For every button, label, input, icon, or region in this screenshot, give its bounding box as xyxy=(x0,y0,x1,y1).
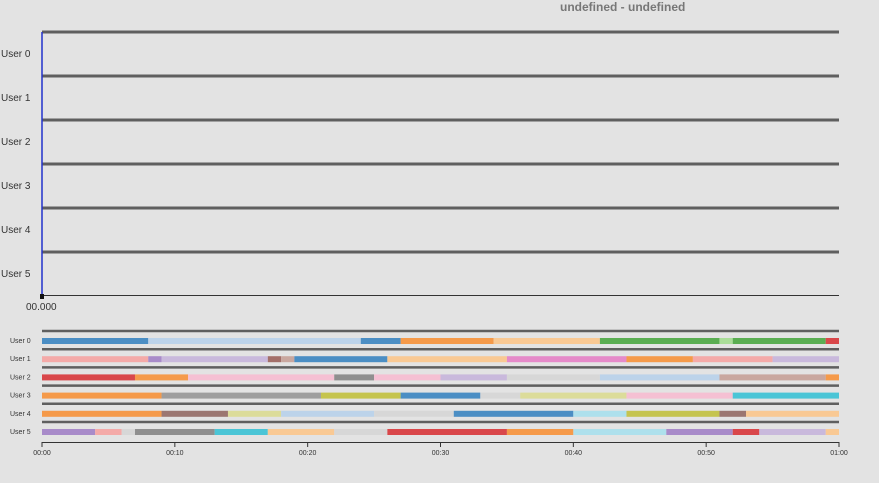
overview-activity-segment[interactable] xyxy=(400,338,494,344)
overview-activity-segment[interactable] xyxy=(95,429,122,435)
overview-tick-label: 00:40 xyxy=(565,450,583,457)
overview-activity-segment[interactable] xyxy=(772,356,839,363)
overview-activity-segment[interactable] xyxy=(148,338,361,344)
overview-activity-segment[interactable] xyxy=(480,392,521,399)
overview-activity-segment[interactable] xyxy=(320,392,401,399)
overview-activity-segment[interactable] xyxy=(825,374,839,381)
overview-activity-segment[interactable] xyxy=(334,374,375,381)
main-start-tick-label: 00.000 xyxy=(26,302,57,313)
overview-activity-segment[interactable] xyxy=(453,410,574,417)
main-lane-label: User 3 xyxy=(1,181,31,192)
overview-tick-label: 00:30 xyxy=(432,450,450,457)
overview-activity-segment[interactable] xyxy=(506,374,600,381)
overview-tick-label: 00:50 xyxy=(697,450,715,457)
overview-activity-segment[interactable] xyxy=(599,338,720,344)
overview-activity-segment[interactable] xyxy=(267,429,335,435)
overview-activity-segment[interactable] xyxy=(506,356,627,363)
overview-activity-segment[interactable] xyxy=(825,338,839,344)
overview-activity-segment[interactable] xyxy=(732,392,839,399)
overview-activity-segment[interactable] xyxy=(493,338,600,344)
overview-lane-label: User 2 xyxy=(10,374,31,381)
overview-activity-segment[interactable] xyxy=(692,356,773,363)
main-start-tick xyxy=(40,294,44,299)
overview-tick-label: 01:00 xyxy=(830,450,848,457)
overview-activity-segment[interactable] xyxy=(148,356,162,363)
overview-activity-segment[interactable] xyxy=(759,429,826,435)
overview-activity-segment[interactable] xyxy=(161,392,321,399)
overview-activity-segment[interactable] xyxy=(719,338,733,344)
overview-activity-segment[interactable] xyxy=(666,429,733,435)
overview-lanes[interactable]: User 0 User 1 User 2 User 3 User 4 User 5 xyxy=(10,329,839,436)
overview-activity-segment[interactable] xyxy=(732,338,826,344)
overview-activity-segment[interactable] xyxy=(334,429,388,435)
overview-activity-segment[interactable] xyxy=(387,356,507,363)
overview-activity-segment[interactable] xyxy=(134,429,215,435)
overview-activity-segment[interactable] xyxy=(121,429,135,435)
main-lane-label: User 1 xyxy=(1,93,31,104)
overview-activity-segment[interactable] xyxy=(387,429,507,435)
overview-activity-segment[interactable] xyxy=(42,356,149,363)
overview-activity-segment[interactable] xyxy=(825,429,839,435)
main-lane-label: User 2 xyxy=(1,137,31,148)
overview-activity-segment[interactable] xyxy=(294,356,388,363)
overview-activity-segment[interactable] xyxy=(42,429,96,435)
overview-activity-segment[interactable] xyxy=(214,429,268,435)
overview-activity-segment[interactable] xyxy=(360,338,401,344)
overview-time-axis: 00:00 00:10 00:20 00:30 00:40 00:50 01:00 xyxy=(33,442,848,457)
overview-activity-segment[interactable] xyxy=(520,392,627,399)
overview-activity-segment[interactable] xyxy=(626,356,693,363)
overview-activity-segment[interactable] xyxy=(161,410,228,417)
overview-activity-segment[interactable] xyxy=(719,374,826,381)
overview-activity-segment[interactable] xyxy=(281,356,295,363)
overview-lane-label: User 1 xyxy=(10,356,31,363)
overview-activity-segment[interactable] xyxy=(281,410,375,417)
main-lanes: User 0 User 1 User 2 User 3 User 4 User 5 xyxy=(1,30,839,299)
overview-lane-label: User 3 xyxy=(10,393,31,400)
main-lane-label: User 5 xyxy=(1,269,31,280)
overview-activity-segment[interactable] xyxy=(161,356,268,363)
overview-activity-segment[interactable] xyxy=(573,429,667,435)
overview-activity-segment[interactable] xyxy=(374,374,441,381)
overview-activity-segment[interactable] xyxy=(267,356,282,363)
overview-activity-segment[interactable] xyxy=(746,410,839,417)
overview-tick-label: 00:00 xyxy=(33,450,51,457)
overview-activity-segment[interactable] xyxy=(626,410,720,417)
overview-activity-segment[interactable] xyxy=(374,410,454,417)
overview-activity-segment[interactable] xyxy=(732,429,760,435)
overview-activity-segment[interactable] xyxy=(440,374,507,381)
main-time-axis: 00.000 xyxy=(26,302,57,313)
overview-activity-segment[interactable] xyxy=(134,374,189,381)
overview-activity-segment[interactable] xyxy=(719,410,747,417)
overview-activity-segment[interactable] xyxy=(400,392,481,399)
overview-lane-label: User 4 xyxy=(10,411,31,418)
overview-activity-segment[interactable] xyxy=(188,374,335,381)
overview-activity-segment[interactable] xyxy=(573,410,627,417)
overview-activity-segment[interactable] xyxy=(42,374,135,381)
overview-activity-segment[interactable] xyxy=(42,338,149,344)
main-lane-label: User 4 xyxy=(1,225,31,236)
overview-activity-segment[interactable] xyxy=(42,410,162,417)
overview-lane-label: User 0 xyxy=(10,338,31,345)
overview-activity-segment[interactable] xyxy=(599,374,720,381)
main-lane-label: User 0 xyxy=(1,49,31,60)
overview-activity-segment[interactable] xyxy=(626,392,733,399)
overview-tick-label: 00:10 xyxy=(166,450,184,457)
overview-lane-label: User 5 xyxy=(10,429,31,436)
overview-activity-segment[interactable] xyxy=(42,392,162,399)
chart-title: undefined - undefined xyxy=(560,0,686,14)
overview-activity-segment[interactable] xyxy=(506,429,574,435)
overview-tick-label: 00:20 xyxy=(299,450,317,457)
overview-activity-segment[interactable] xyxy=(227,410,282,417)
